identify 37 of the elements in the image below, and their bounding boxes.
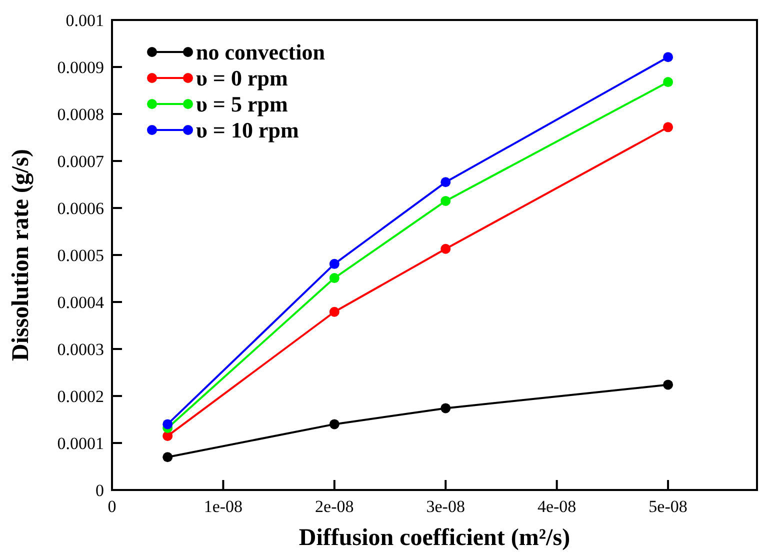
y-tick-label: 0.0005 xyxy=(57,246,104,265)
point xyxy=(440,196,451,206)
y-tick-label: 0.0001 xyxy=(57,434,104,453)
point xyxy=(440,403,451,414)
y-axis-title: Dissolution rate (g/s) xyxy=(8,149,34,361)
point xyxy=(329,306,340,317)
point xyxy=(162,419,173,430)
y-tick-label: 0.0002 xyxy=(57,386,104,406)
y-tick-label: 0 xyxy=(96,480,104,500)
x-tick-label: 0 xyxy=(108,497,116,516)
y-tick-label: 0.0009 xyxy=(57,58,104,77)
point xyxy=(663,380,674,390)
y-tick-label: 0.001 xyxy=(66,10,104,30)
y-tick-label: 0.0008 xyxy=(57,104,104,124)
legend-label: υ = 10 rpm xyxy=(196,118,299,143)
legend-label: no convection xyxy=(196,40,325,65)
point xyxy=(329,273,340,284)
legend-label: υ = 5 rpm xyxy=(196,92,288,117)
point xyxy=(663,122,674,132)
x-axis-title: Diffusion coefficient (m²/s) xyxy=(298,525,570,551)
x-tick-label: 5e-08 xyxy=(648,497,688,516)
x-tick-label: 2e-08 xyxy=(315,497,354,516)
y-tick-label: 0.0003 xyxy=(57,340,104,359)
legend-label: υ = 0 rpm xyxy=(196,66,288,91)
point xyxy=(663,52,674,62)
x-tick-label: 3e-08 xyxy=(426,497,465,516)
y-tick-label: 0.0006 xyxy=(57,198,104,218)
y-tick-label: 0.0004 xyxy=(57,292,104,312)
point xyxy=(440,177,451,188)
y-tick-label: 0.0007 xyxy=(57,152,104,171)
point xyxy=(329,258,340,269)
point xyxy=(162,452,173,462)
x-tick-label: 1e-08 xyxy=(204,497,243,516)
x-tick-label: 4e-08 xyxy=(537,497,576,516)
point xyxy=(440,244,451,254)
point xyxy=(663,77,674,88)
point xyxy=(329,419,340,430)
